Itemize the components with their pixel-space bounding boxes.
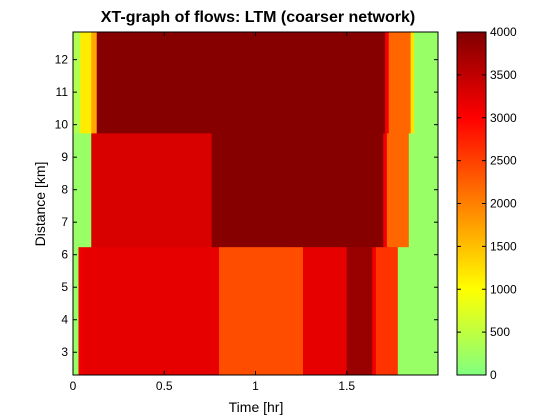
- heatmap-cell: [414, 32, 438, 134]
- heatmap-cell: [91, 132, 213, 248]
- y-tick-label: 9: [61, 150, 68, 164]
- y-tick-label: 5: [61, 280, 68, 294]
- heatmap-cell: [386, 132, 410, 248]
- x-tick-label: 1: [252, 379, 259, 393]
- colorbar-tick-label: 1000: [490, 282, 517, 296]
- heatmap-cell: [302, 246, 348, 375]
- heatmap-cell: [80, 32, 92, 134]
- x-tick-label: 0: [70, 379, 77, 393]
- colorbar-tick-label: 2000: [490, 197, 517, 211]
- heatmap-cell: [408, 132, 438, 248]
- colorbar-tick-label: 2500: [490, 154, 517, 168]
- colorbar-tick-label: 500: [490, 325, 510, 339]
- x-tick-label: 1.5: [338, 379, 355, 393]
- chart-title: XT-graph of flows: LTM (coarser network): [101, 9, 415, 26]
- heatmap-cell: [388, 32, 412, 134]
- y-axis-label: Distance [km]: [32, 162, 48, 247]
- heatmap-cell: [346, 246, 373, 375]
- heatmap-cell: [73, 32, 81, 134]
- y-tick-label: 8: [61, 183, 68, 197]
- x-axis-label: Time [hr]: [229, 399, 284, 415]
- heatmap-cells: [73, 32, 438, 375]
- heatmap-cell: [96, 32, 386, 134]
- heatmap-cell: [73, 132, 92, 248]
- colorbar-tick-label: 1500: [490, 239, 517, 253]
- y-tick-label: 11: [56, 85, 69, 99]
- heatmap-cell: [383, 132, 388, 248]
- heatmap-cell: [82, 246, 220, 375]
- y-tick-label: 3: [61, 345, 68, 359]
- colorbar-tick-label: 3500: [490, 68, 517, 82]
- y-axis: 3 4 5 6 7 8 9 10 11 12: [55, 53, 438, 359]
- y-tick-label: 12: [55, 53, 69, 67]
- heatmap-cell: [410, 32, 415, 134]
- colorbar-tick-label: 3000: [490, 111, 517, 125]
- heatmap-cell: [375, 246, 399, 375]
- colorbar-tick-label: 4000: [490, 25, 517, 39]
- colorbar-axis: 0 500 1000 1500 2000 2500 3000 3500 4000: [457, 25, 517, 382]
- heatmap-cell: [385, 32, 390, 134]
- heatmap-cell: [91, 32, 98, 134]
- heatmap-cell: [397, 246, 438, 375]
- heatmap-cell: [73, 246, 80, 375]
- y-tick-label: 7: [61, 215, 68, 229]
- y-tick-label: 4: [61, 313, 68, 327]
- colorbar: [456, 31, 487, 376]
- x-axis: 0 0.5 1 1.5: [70, 32, 355, 393]
- y-tick-label: 6: [61, 248, 68, 262]
- heatmap-cell: [219, 246, 304, 375]
- heatmap-cell: [372, 246, 377, 375]
- colorbar-tick-label: 0: [490, 368, 497, 382]
- x-tick-label: 0.5: [156, 379, 173, 393]
- heatmap-cell: [211, 132, 384, 248]
- y-tick-label: 10: [55, 118, 69, 132]
- heatmap-cell: [78, 246, 83, 375]
